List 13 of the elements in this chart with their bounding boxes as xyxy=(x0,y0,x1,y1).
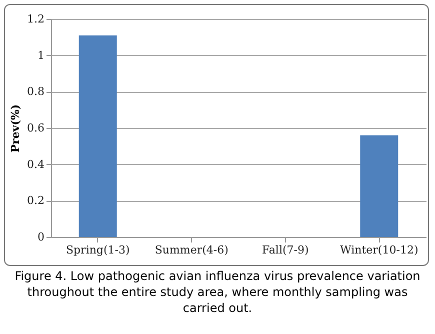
x-tick-label: Spring(1-3) xyxy=(66,244,130,256)
y-tick-label: 0.8 xyxy=(27,85,44,98)
x-tick-label: Winter(10-12) xyxy=(340,244,418,256)
x-tick-label: Summer(4-6) xyxy=(154,244,228,256)
caption: Figure 4. Low pathogenic avian influenza virus prevalence variation throughout the entire study area, where monthly sampling was carried out. xyxy=(14,268,422,317)
y-tick-label: 0.6 xyxy=(27,122,44,134)
y-axis-title: Prev(%) xyxy=(9,104,22,153)
y-tick-label: 1 xyxy=(38,48,44,62)
x-tick-label: Fall(7-9) xyxy=(262,244,309,256)
y-tick-label: 0 xyxy=(38,230,44,244)
y-tick-label: 0.2 xyxy=(27,194,44,208)
y-tick-label: 1.2 xyxy=(27,12,44,26)
y-tick-label: 0.4 xyxy=(27,158,44,171)
